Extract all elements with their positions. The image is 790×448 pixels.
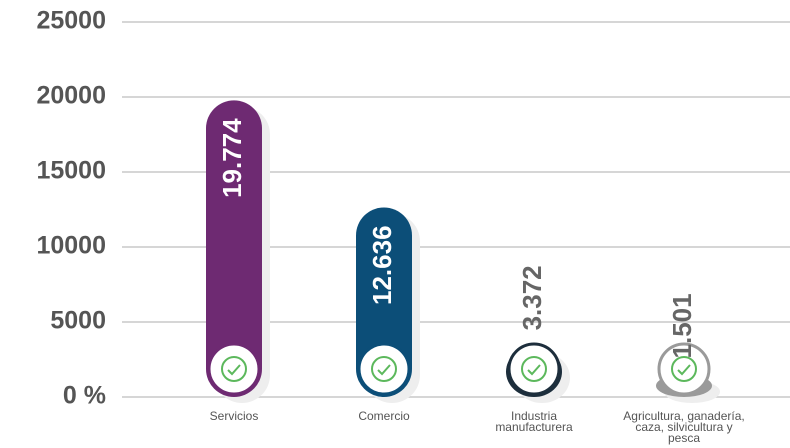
value-label: 3.372 bbox=[517, 265, 547, 330]
icon-ring bbox=[657, 342, 711, 396]
icon-ring bbox=[357, 342, 411, 396]
icon-ring bbox=[507, 342, 561, 396]
x-tick-label: Comercio bbox=[358, 409, 410, 423]
y-tick-label: 5000 bbox=[50, 307, 106, 335]
y-tick-label: 15000 bbox=[36, 157, 106, 185]
y-tick-label: 0 % bbox=[63, 382, 106, 410]
x-tick-label: Industria manufacturera bbox=[495, 409, 573, 434]
icon bbox=[677, 364, 691, 376]
icon-ring bbox=[207, 342, 261, 396]
value-label: 1.501 bbox=[667, 293, 697, 358]
icon bbox=[521, 356, 547, 382]
icon bbox=[221, 356, 247, 382]
icon bbox=[527, 364, 541, 376]
bar bbox=[206, 100, 262, 397]
icon bbox=[227, 364, 241, 376]
y-tick-label: 20000 bbox=[36, 82, 106, 110]
icon bbox=[371, 356, 397, 382]
icon bbox=[671, 356, 697, 382]
x-tick-label: Agricultura, ganadería, caza, silvicultu… bbox=[623, 409, 745, 445]
x-tick-label: Servicios bbox=[209, 409, 259, 423]
y-tick-label: 25000 bbox=[36, 7, 106, 35]
y-tick-label: 10000 bbox=[36, 232, 106, 260]
value-label: 19.774 bbox=[217, 118, 247, 198]
value-label: 12.636 bbox=[367, 225, 397, 305]
icon bbox=[377, 364, 391, 376]
